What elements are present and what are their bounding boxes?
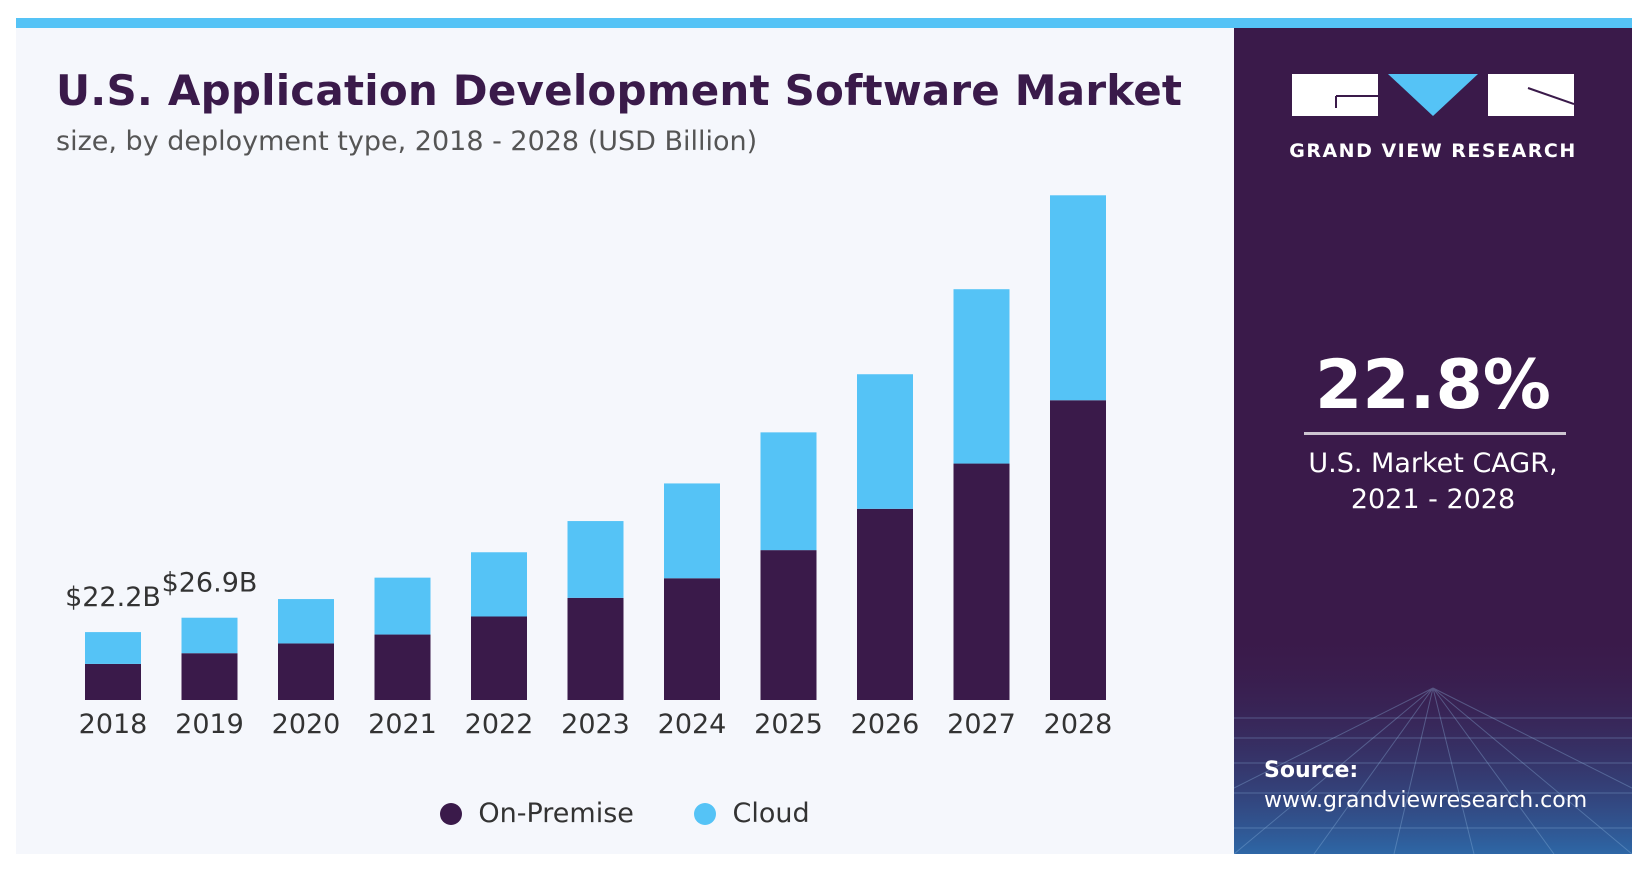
cagr-label-line-2: 2021 - 2028: [1350, 484, 1516, 515]
gvr-logo-icon: [1292, 74, 1574, 116]
cagr-label-line-1: U.S. Market CAGR,: [1308, 448, 1558, 479]
x-tick-label-2023: 2023: [561, 709, 630, 740]
legend-label-on-premise: On-Premise: [478, 798, 634, 829]
bar-cloud-2019: [181, 617, 238, 654]
chart-card: U.S. Application Development Software Ma…: [16, 18, 1632, 854]
chart-subtitle: size, by deployment type, 2018 - 2028 (U…: [56, 126, 758, 157]
x-tick-label-2020: 2020: [272, 709, 341, 740]
legend-swatch-cloud: [694, 802, 717, 825]
bar-cloud-2023: [567, 521, 624, 598]
bar-cloud-2020: [278, 599, 334, 644]
stacked-bar-chart: 2018 2019 2020 2021 2022 2023 2024 2025 2026 2027…: [65, 195, 1113, 740]
bar-cloud-2024: [664, 483, 720, 579]
bar-cloud-2025: [760, 432, 817, 551]
decorative-grid-background: [1234, 628, 1632, 854]
bar-cloud-2028: [1050, 195, 1106, 401]
cagr-divider: [1304, 432, 1566, 435]
bar-on-premise-2024: [664, 578, 720, 700]
bar-on-premise-2018: [85, 663, 141, 700]
bar-on-premise-2020: [278, 643, 334, 700]
x-tick-label-2027: 2027: [947, 709, 1016, 740]
chart-panel: U.S. Application Development Software Ma…: [16, 28, 1234, 854]
x-tick-label-2028: 2028: [1044, 709, 1113, 740]
data-label-2018: $22.2B: [65, 582, 161, 613]
legend-item-cloud: Cloud: [694, 798, 810, 829]
chart-title: U.S. Application Development Software Ma…: [56, 66, 1183, 115]
bar-cloud-2027: [953, 289, 1010, 464]
legend-swatch-on-premise: [440, 802, 463, 825]
x-tick-label-2022: 2022: [465, 709, 534, 740]
x-tick-label-2019: 2019: [175, 709, 244, 740]
data-label-2019: $26.9B: [162, 568, 258, 599]
bar-on-premise-2028: [1050, 400, 1106, 700]
chart-legend: On-Premise Cloud: [16, 798, 1234, 832]
bar-on-premise-2023: [567, 597, 624, 700]
x-tick-label-2025: 2025: [754, 709, 823, 740]
legend-label-cloud: Cloud: [732, 798, 810, 829]
x-tick-label-2026: 2026: [851, 709, 920, 740]
bar-cloud-2021: [374, 577, 431, 635]
bar-on-premise-2027: [953, 463, 1010, 700]
bar-on-premise-2022: [471, 616, 527, 700]
source-label: Source:: [1264, 758, 1359, 783]
cagr-value: 22.8%: [1315, 346, 1551, 425]
bar-on-premise-2019: [181, 653, 238, 700]
bar-on-premise-2026: [857, 508, 913, 700]
bar-cloud-2026: [857, 374, 913, 509]
x-tick-label-2018: 2018: [79, 709, 148, 740]
legend-item-on-premise: On-Premise: [440, 798, 634, 829]
source-link[interactable]: www.grandviewresearch.com: [1264, 788, 1588, 813]
x-tick-label-2021: 2021: [368, 709, 437, 740]
bar-on-premise-2025: [760, 550, 817, 700]
bar-cloud-2022: [471, 552, 527, 617]
info-sidebar: GRAND VIEW RESEARCH 22.8% U.S. Market CA…: [1234, 28, 1632, 854]
bar-on-premise-2021: [374, 634, 431, 700]
x-tick-label-2024: 2024: [658, 709, 727, 740]
bar-cloud-2018: [85, 632, 141, 664]
cagr-label: U.S. Market CAGR, 2021 - 2028: [1274, 446, 1592, 518]
brand-name: GRAND VIEW RESEARCH: [1289, 140, 1577, 162]
